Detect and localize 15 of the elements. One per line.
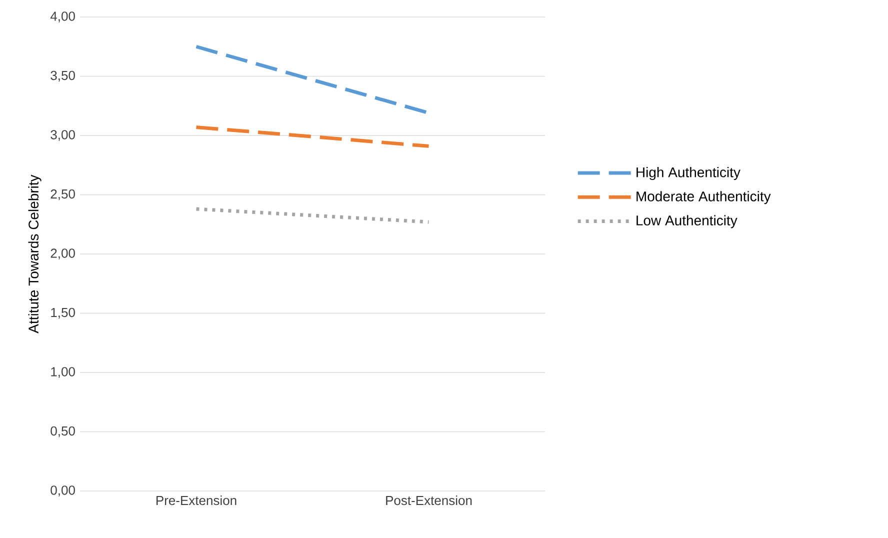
x-tick-label: Post-Extension xyxy=(386,496,472,506)
y-tick-label: 1,00 xyxy=(51,367,75,378)
legend-label: Low Authenticity xyxy=(636,215,738,228)
y-tick-label: 0,50 xyxy=(50,426,75,438)
y-tick-label: 3,50 xyxy=(50,70,75,82)
y-tick-label: 1,50 xyxy=(51,308,75,319)
y-axis-title: Attitute Towards Celebrity xyxy=(28,174,42,334)
y-tick-label: 2,50 xyxy=(50,189,75,200)
legend-label: Moderate Authenticity xyxy=(636,191,771,204)
legend-label: High Authenticity xyxy=(636,166,740,180)
y-tick-label: 0,00 xyxy=(50,486,75,496)
x-tick-label: Pre-Extension xyxy=(156,496,236,506)
y-tick-label: 3,00 xyxy=(50,130,75,141)
y-tick-label: 2,00 xyxy=(50,248,75,260)
y-tick-label: 4,00 xyxy=(50,12,75,22)
